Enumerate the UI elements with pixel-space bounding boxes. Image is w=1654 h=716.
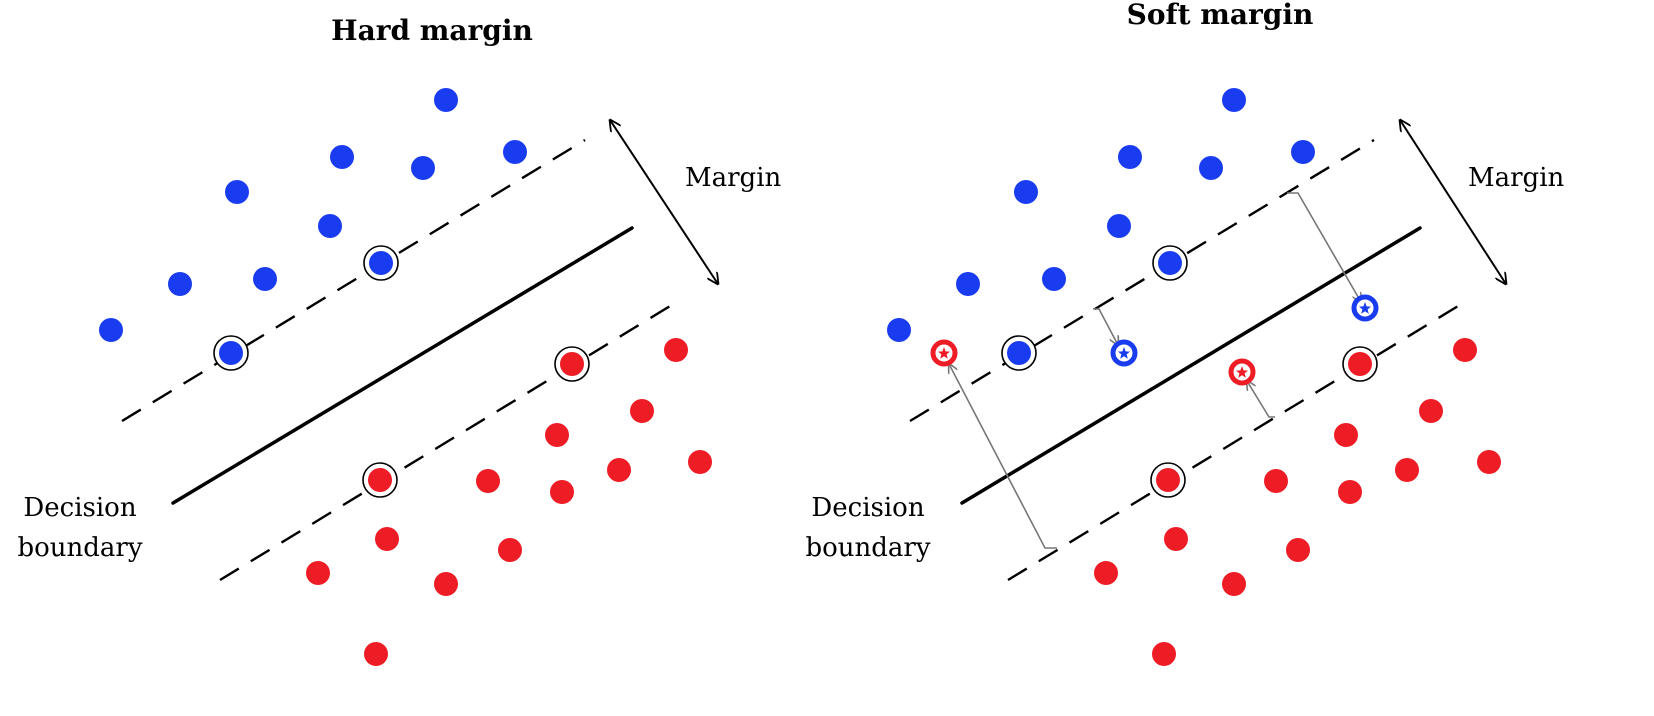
- positive-point: [503, 140, 527, 164]
- positive-point: [1291, 140, 1315, 164]
- soft-margin-title: Soft margin: [1127, 0, 1314, 31]
- negative-point: [688, 450, 712, 474]
- negative-point: [1164, 527, 1188, 551]
- decision-boundary-label-line2: boundary: [805, 533, 930, 563]
- circled-dot-icon: [1152, 245, 1188, 281]
- negative-point: [1477, 450, 1501, 474]
- margin-label: Margin: [685, 163, 782, 193]
- decision-boundary-label-line1: Decision: [811, 493, 924, 523]
- lower-margin-line: [219, 298, 681, 582]
- positive-point: [253, 267, 277, 291]
- positive-point: [168, 272, 192, 296]
- star-in-circle-icon: [1351, 294, 1379, 322]
- upper-margin-line: [909, 138, 1375, 423]
- margin-width-arrow: [610, 120, 718, 284]
- positive-point: [1042, 267, 1066, 291]
- negative-point: [1152, 642, 1176, 666]
- decision-boundary-label-line1: Decision: [23, 493, 136, 523]
- positive-class-points: [99, 88, 527, 342]
- negative-class-points: [306, 338, 712, 666]
- margin-label: Margin: [1468, 163, 1565, 193]
- negative-support-vectors: [1150, 346, 1378, 498]
- positive-slack-points: [1110, 294, 1379, 367]
- star-in-circle-icon: [1110, 339, 1138, 367]
- decision-boundary-label-line2: boundary: [17, 533, 142, 563]
- positive-support-vectors: [213, 245, 399, 371]
- upper-margin-line: [121, 138, 586, 423]
- negative-point: [1286, 538, 1310, 562]
- negative-point: [476, 469, 500, 493]
- positive-point: [1014, 180, 1038, 204]
- negative-point: [306, 561, 330, 585]
- negative-class-points: [1094, 338, 1501, 666]
- negative-point: [434, 572, 458, 596]
- positive-point: [956, 272, 980, 296]
- circled-dot-icon: [554, 346, 590, 382]
- negative-point: [1334, 423, 1358, 447]
- negative-point: [1094, 561, 1118, 585]
- negative-point: [1419, 399, 1443, 423]
- decision-boundary-line: [960, 226, 1422, 505]
- margin-width-arrow: [1400, 120, 1506, 284]
- positive-class-points: [887, 88, 1315, 342]
- negative-point: [545, 423, 569, 447]
- positive-point: [318, 214, 342, 238]
- star-in-circle-icon: [930, 339, 958, 367]
- slack-arrow: [1247, 381, 1275, 418]
- negative-point: [550, 480, 574, 504]
- negative-point: [1222, 572, 1246, 596]
- positive-point: [330, 145, 354, 169]
- hard-margin-title: Hard margin: [331, 14, 533, 47]
- negative-point: [1453, 338, 1477, 362]
- star-in-circle-icon: [1228, 358, 1256, 386]
- slack-arrow: [1093, 308, 1118, 345]
- slack-arrow: [1287, 192, 1361, 302]
- negative-point: [1338, 480, 1362, 504]
- positive-point: [411, 156, 435, 180]
- negative-point: [498, 538, 522, 562]
- circled-dot-icon: [362, 462, 398, 498]
- negative-point: [1264, 469, 1288, 493]
- positive-point: [434, 88, 458, 112]
- negative-point: [664, 338, 688, 362]
- negative-point: [1395, 458, 1419, 482]
- slack-arrows: [949, 192, 1361, 549]
- negative-support-vectors: [362, 346, 590, 498]
- circled-dot-icon: [1001, 335, 1037, 371]
- slack-arrow: [949, 364, 1057, 549]
- circled-dot-icon: [363, 245, 399, 281]
- negative-point: [607, 458, 631, 482]
- positive-point: [225, 180, 249, 204]
- negative-slack-points: [930, 339, 1256, 386]
- soft-margin-panel: Soft margin Margin Decision boundary: [805, 0, 1565, 666]
- circled-dot-icon: [1150, 462, 1186, 498]
- negative-point: [364, 642, 388, 666]
- circled-dot-icon: [213, 335, 249, 371]
- positive-support-vectors: [1001, 245, 1188, 371]
- negative-point: [375, 527, 399, 551]
- negative-point: [630, 399, 654, 423]
- positive-point: [1199, 156, 1223, 180]
- hard-margin-panel: Hard margin Margin Decision boundary: [17, 14, 782, 666]
- positive-point: [1222, 88, 1246, 112]
- circled-dot-icon: [1342, 346, 1378, 382]
- lower-margin-line: [1007, 298, 1469, 582]
- positive-point: [887, 318, 911, 342]
- positive-point: [1118, 145, 1142, 169]
- positive-point: [99, 318, 123, 342]
- positive-point: [1107, 214, 1131, 238]
- decision-boundary-line: [171, 226, 634, 505]
